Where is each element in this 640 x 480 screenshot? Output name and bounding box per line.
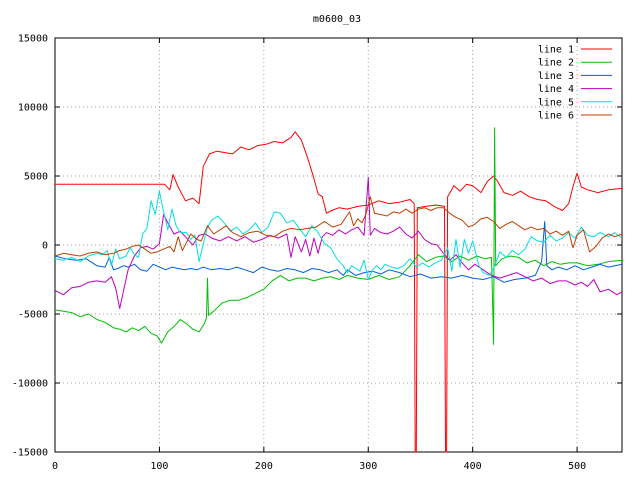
y-tick-label: 15000 bbox=[18, 34, 48, 45]
series-line-5 bbox=[54, 190, 623, 280]
legend-label-1: line 1 bbox=[538, 45, 574, 56]
legend-label-5: line 5 bbox=[538, 97, 574, 108]
grid-lines bbox=[55, 38, 622, 452]
x-tick-label: 500 bbox=[568, 461, 586, 472]
x-tick-label: 200 bbox=[255, 461, 273, 472]
x-tick-label: 400 bbox=[464, 461, 482, 472]
series-line-4 bbox=[54, 176, 623, 309]
x-tick-label: 300 bbox=[359, 461, 377, 472]
y-tick-label: -15000 bbox=[12, 448, 48, 459]
series-line-6 bbox=[54, 196, 623, 257]
legend-label-4: line 4 bbox=[538, 84, 574, 95]
chart-title: m0600_03 bbox=[313, 14, 361, 25]
legend-label-6: line 6 bbox=[538, 111, 574, 122]
series-line-3 bbox=[54, 221, 623, 283]
y-tick-label: 0 bbox=[42, 241, 48, 252]
series-line-1 bbox=[55, 131, 623, 453]
legend-label-2: line 2 bbox=[538, 58, 574, 69]
x-tick-label: 0 bbox=[52, 461, 58, 472]
y-tick-label: 10000 bbox=[18, 103, 48, 114]
series-layer bbox=[54, 127, 623, 453]
plot-border bbox=[54, 37, 623, 453]
y-tick-label: -10000 bbox=[12, 379, 48, 390]
y-tick-label: 5000 bbox=[24, 172, 48, 183]
x-tick-label: 100 bbox=[150, 461, 168, 472]
axes: 0 100 200 300 400 500 -15000 -10000 -5000 0 5000 10… bbox=[12, 34, 623, 472]
y-tick-label: -5000 bbox=[18, 310, 48, 321]
legend: line 1 line 2 line 3 line 4 line 5 line 6 bbox=[538, 45, 612, 122]
legend-label-3: line 3 bbox=[538, 71, 574, 82]
